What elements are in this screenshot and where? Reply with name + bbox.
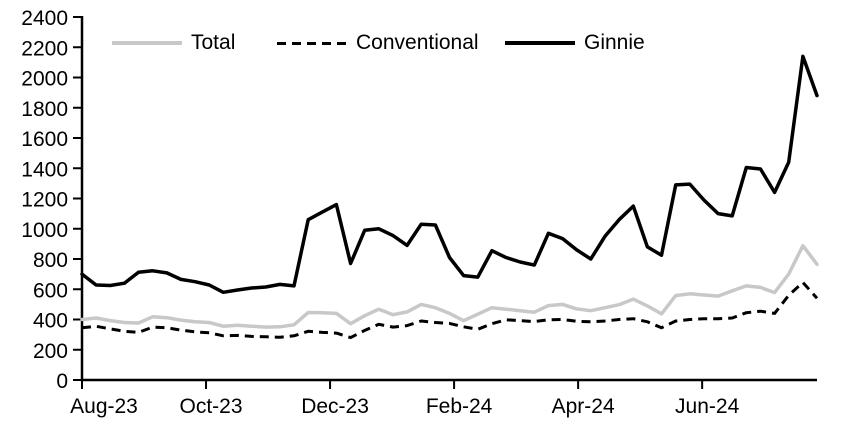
ginnie-line-sample-icon xyxy=(505,41,575,45)
y-tick-label: 200 xyxy=(33,340,68,363)
y-tick-label: 2400 xyxy=(21,7,68,30)
series-line-ginnie xyxy=(80,54,819,295)
y-tick-label: 1000 xyxy=(21,219,68,242)
legend-label-total: Total xyxy=(191,31,236,54)
legend-item-conventional: Conventional xyxy=(277,31,479,55)
y-tick-label: 0 xyxy=(56,370,68,393)
y-tick-label: 600 xyxy=(33,279,68,302)
series-line-total xyxy=(80,243,819,329)
y-tick-label: 1800 xyxy=(21,98,68,121)
x-tick-label: Oct-23 xyxy=(180,395,243,418)
x-tick-label: Apr-24 xyxy=(552,395,615,418)
y-tick-label: 2200 xyxy=(21,37,68,60)
x-tick-label: Jun-24 xyxy=(675,395,740,418)
y-tick-label: 1600 xyxy=(21,128,68,151)
legend-item-ginnie: Ginnie xyxy=(505,31,645,55)
y-tick-label: 800 xyxy=(33,249,68,272)
conventional-line-sample-icon xyxy=(277,41,347,45)
legend-label-ginnie: Ginnie xyxy=(584,31,645,54)
x-tick-label: Feb-24 xyxy=(426,395,493,418)
total-line-sample-icon xyxy=(112,41,182,45)
series-line-conventional xyxy=(81,280,819,340)
y-tick-label: 400 xyxy=(33,310,68,333)
y-tick-label: 2000 xyxy=(21,68,68,91)
x-tick-label: Dec-23 xyxy=(301,395,369,418)
x-tick-label: Aug-23 xyxy=(70,395,138,418)
legend-item-total: Total xyxy=(112,31,235,55)
y-tick-label: 1200 xyxy=(21,189,68,212)
y-tick-label: 1400 xyxy=(21,158,68,181)
legend-label-conventional: Conventional xyxy=(356,31,479,54)
